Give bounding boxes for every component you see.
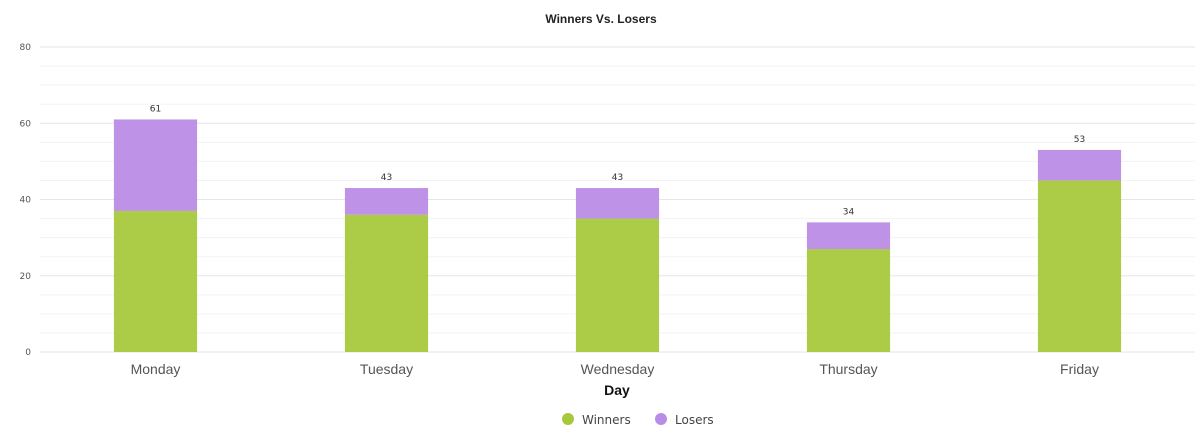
- x-tick-label: Wednesday: [581, 361, 655, 377]
- x-axis-label: Day: [604, 382, 630, 398]
- bar-winners-wednesday[interactable]: [575, 218, 660, 352]
- bar-winners-friday[interactable]: [1037, 180, 1122, 352]
- x-axis: Monday Tuesday Wednesday Thursday Friday: [131, 361, 1099, 377]
- legend-item-losers[interactable]: Losers: [655, 413, 714, 427]
- legend: Winners Losers: [562, 413, 714, 427]
- bar-winners-tuesday[interactable]: [344, 214, 429, 352]
- data-label-total: 43: [612, 173, 623, 183]
- y-tick-label: 80: [20, 43, 32, 53]
- y-tick-label: 0: [25, 348, 31, 358]
- bar-losers-monday[interactable]: [113, 119, 198, 211]
- data-label-total: 34: [843, 207, 855, 217]
- legend-label: Losers: [675, 413, 714, 427]
- data-labels: 61 43 43 34 53: [150, 104, 1085, 217]
- bar-losers-wednesday[interactable]: [575, 188, 660, 219]
- bar-winners-monday[interactable]: [113, 210, 198, 352]
- y-axis: 0 20 40 60 80: [20, 43, 32, 358]
- bars: [113, 119, 1122, 352]
- legend-label: Winners: [582, 413, 631, 427]
- legend-marker: [655, 413, 667, 425]
- x-tick-label: Tuesday: [360, 361, 413, 377]
- bar-winners-thursday[interactable]: [806, 249, 891, 352]
- bar-losers-friday[interactable]: [1037, 149, 1122, 181]
- y-tick-label: 40: [20, 196, 32, 206]
- x-tick-label: Friday: [1060, 361, 1099, 377]
- data-label-total: 61: [150, 104, 161, 114]
- legend-item-winners[interactable]: Winners: [562, 413, 631, 427]
- data-label-total: 43: [381, 173, 392, 183]
- x-tick-label: Monday: [131, 361, 181, 377]
- y-tick-label: 20: [20, 272, 32, 282]
- y-tick-label: 60: [20, 119, 32, 129]
- x-tick-label: Thursday: [819, 361, 877, 377]
- data-label-total: 53: [1074, 135, 1085, 145]
- chart-title: Winners Vs. Losers: [545, 12, 657, 26]
- bar-losers-thursday[interactable]: [806, 222, 891, 250]
- legend-marker: [562, 413, 574, 425]
- bar-losers-tuesday[interactable]: [344, 188, 429, 215]
